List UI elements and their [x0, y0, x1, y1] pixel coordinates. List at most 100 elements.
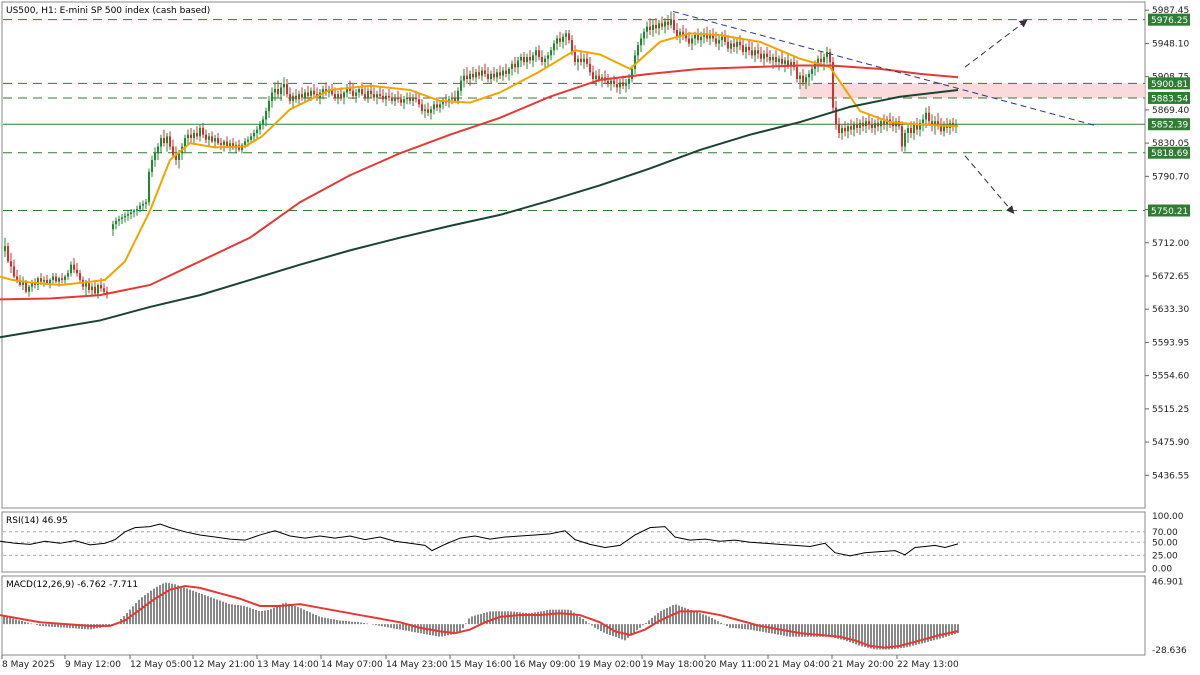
candle-body	[721, 36, 723, 41]
candle-body	[64, 276, 66, 280]
x-tick-label: 21 May 20:00	[832, 660, 894, 670]
candle-body	[364, 94, 366, 98]
candle-body	[850, 126, 852, 130]
candle-body	[352, 90, 354, 96]
candle-body	[751, 50, 753, 56]
candle-body	[115, 220, 117, 225]
candle-body	[187, 134, 189, 139]
rsi-tick-label: 50.00	[1152, 538, 1178, 548]
candle-body	[205, 134, 207, 140]
candle-body	[619, 82, 621, 88]
candle-body	[637, 45, 639, 56]
candle-body	[292, 95, 294, 101]
candle-body	[610, 80, 612, 85]
candle-body	[214, 138, 216, 142]
candle-body	[313, 90, 315, 95]
candle-body	[883, 121, 885, 125]
candle-body	[580, 58, 582, 63]
candle-body	[772, 57, 774, 61]
candle-body	[901, 126, 903, 147]
candle-body	[175, 154, 177, 161]
candle-body	[271, 92, 273, 101]
candle-body	[298, 94, 300, 100]
candle-body	[622, 82, 624, 86]
candle-body	[373, 94, 375, 98]
candle-body	[943, 124, 945, 132]
candle-body	[475, 72, 477, 78]
candle-body	[409, 97, 411, 101]
candle-body	[85, 283, 87, 287]
candle-body	[37, 278, 39, 285]
candle-body	[781, 58, 783, 64]
candle-body	[640, 38, 642, 46]
level-label-bg	[1148, 118, 1190, 131]
candle-body	[652, 24, 654, 31]
candle-body	[262, 119, 264, 125]
candle-body	[451, 97, 453, 100]
level-label-bg	[1148, 91, 1190, 104]
y-tick-label: 5554.60	[1152, 372, 1189, 382]
candle-body	[748, 46, 750, 51]
candle-body	[343, 92, 345, 98]
candle-body	[937, 121, 939, 125]
candle-body	[892, 122, 894, 127]
candle-body	[838, 124, 840, 134]
macd-tick-label: -28.636	[1152, 646, 1187, 656]
candle-body	[46, 279, 48, 284]
candle-body	[880, 121, 882, 127]
candle-body	[304, 92, 306, 98]
candle-body	[70, 264, 72, 274]
candle-body	[283, 84, 285, 88]
x-tick-label: 15 May 16:00	[450, 660, 512, 670]
candle-body	[568, 33, 570, 41]
candle-body	[808, 73, 810, 78]
candle-body	[868, 121, 870, 125]
candle-body	[310, 90, 312, 96]
candle-body	[220, 143, 222, 145]
time-x-axis: 8 May 2025 9 May 12:00 12 May 05:00 12 May …	[1, 655, 959, 670]
candle-body	[940, 124, 942, 132]
candle-body	[484, 70, 486, 74]
candle-body	[535, 50, 537, 56]
candle-body	[163, 138, 165, 144]
y-tick-label: 5790.70	[1152, 172, 1189, 182]
candle-body	[289, 94, 291, 101]
y-tick-label: 5948.10	[1152, 39, 1189, 49]
candle-body	[499, 72, 501, 76]
candle-body	[247, 139, 249, 142]
candle-body	[4, 246, 6, 252]
candle-body	[157, 146, 159, 154]
candle-body	[826, 51, 828, 58]
candle-body	[520, 57, 522, 61]
candle-body	[184, 138, 186, 147]
candle-body	[577, 58, 579, 63]
candle-body	[511, 63, 513, 69]
x-tick-label: 14 May 07:00	[321, 660, 383, 670]
candle-body	[574, 51, 576, 63]
candle-body	[523, 57, 525, 63]
candle-body	[856, 124, 858, 128]
candle-body	[100, 284, 102, 289]
rsi-tick-label: 25.00	[1152, 551, 1178, 561]
candle-body	[886, 119, 888, 125]
candle-body	[736, 41, 738, 47]
level-label: 5852.39	[1151, 121, 1188, 131]
trendline	[672, 10, 1099, 127]
candle-body	[646, 26, 648, 32]
candle-body	[103, 288, 105, 292]
candle-body	[436, 104, 438, 108]
candle-body	[922, 119, 924, 123]
candle-body	[169, 136, 171, 147]
candle-body	[232, 143, 234, 149]
candle-body	[784, 60, 786, 64]
candle-body	[739, 41, 741, 46]
candle-body	[421, 104, 423, 112]
candle-body	[817, 58, 819, 64]
y-tick-label: 5987.45	[1152, 6, 1189, 16]
candle-body	[250, 136, 252, 140]
candle-body	[178, 153, 180, 161]
candle-body	[478, 72, 480, 76]
candle-body	[430, 109, 432, 113]
candle-body	[841, 127, 843, 134]
candle-body	[295, 95, 297, 100]
